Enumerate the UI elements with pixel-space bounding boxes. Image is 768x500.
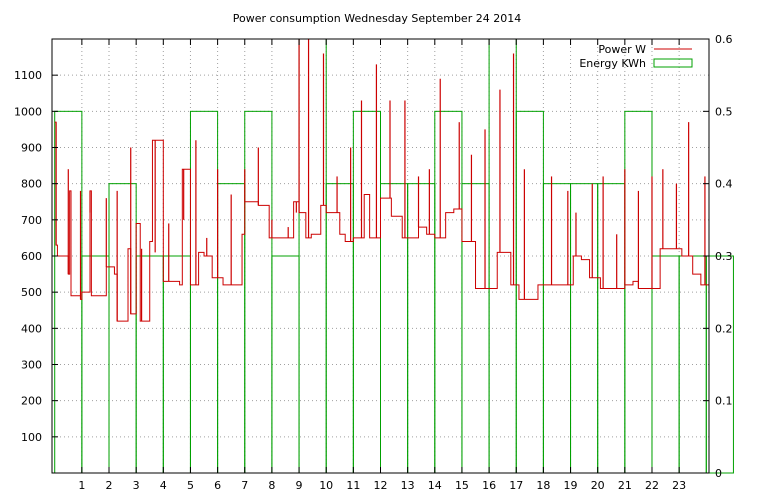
y2-tick-label: 0.4 [715,178,733,191]
x-tick-label: 15 [455,479,469,492]
chart-title: Power consumption Wednesday September 24… [233,12,521,25]
power-w-series [54,39,709,322]
y-tick-label: 400 [21,322,42,335]
x-tick-label: 17 [509,479,523,492]
x-tick-label: 16 [482,479,496,492]
x-tick-label: 19 [564,479,578,492]
x-tick-label: 9 [296,479,303,492]
y2-tick-label: 0.1 [715,395,733,408]
y-tick-label: 300 [21,359,42,372]
x-tick-label: 21 [618,479,632,492]
y2-tick-label: 0 [715,467,722,480]
y-tick-label: 200 [21,395,42,408]
y-tick-label: 1100 [14,69,42,82]
x-tick-label: 6 [214,479,221,492]
y2-tick-label: 0.6 [715,33,733,46]
legend-swatch-energy-kwh [653,58,693,68]
y2-tick-label: 0.3 [715,250,733,263]
y-tick-label: 500 [21,286,42,299]
y-tick-label: 100 [21,431,42,444]
energy-bar [271,255,300,474]
y-tick-label: 800 [21,178,42,191]
x-tick-label: 13 [401,479,415,492]
axis-ticks [52,38,709,474]
legend-label-power-w: Power W [598,43,646,56]
chart-legend: Power W Energy KWh [579,43,693,70]
x-tick-label: 22 [645,479,659,492]
x-tick-label: 14 [428,479,442,492]
x-tick-label: 8 [268,479,275,492]
x-tick-label: 18 [536,479,550,492]
x-tick-label: 12 [374,479,388,492]
legend-label-energy-kwh: Energy KWh [579,57,646,70]
energy-kwh-series [54,38,734,474]
x-tick-label: 1 [78,479,85,492]
x-tick-label: 5 [187,479,194,492]
x-tick-label: 3 [133,479,140,492]
energy-bar [705,255,734,474]
x-tick-label: 7 [241,479,248,492]
x-tick-label: 23 [672,479,686,492]
y2-tick-label: 0.2 [715,322,733,335]
x-tick-label: 2 [106,479,113,492]
y-tick-label: 900 [21,142,42,155]
y-tick-label: 700 [21,214,42,227]
x-tick-label: 4 [160,479,167,492]
axis-tick-labels: 1 2 3 4 5 6 7 8 9 10 11 12 13 14 15 16 17 18 19 20 21 22 23100… [14,33,733,492]
x-tick-label: 10 [319,479,333,492]
power-line [54,121,709,322]
y-tick-label: 600 [21,250,42,263]
y2-tick-label: 0.5 [715,105,733,118]
x-tick-label: 11 [346,479,360,492]
y-tick-label: 1000 [14,105,42,118]
x-tick-label: 20 [591,479,605,492]
